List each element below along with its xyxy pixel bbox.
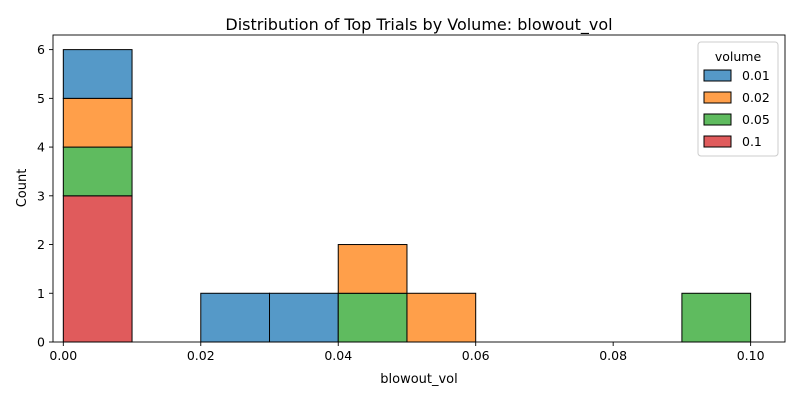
y-tick-label: 6: [37, 42, 45, 57]
y-tick-label: 3: [37, 188, 45, 203]
y-tick-label: 0: [37, 335, 45, 350]
bar-segment: [62, 146, 133, 197]
bar-segment: [200, 292, 271, 343]
bar-segment: [406, 292, 477, 343]
bar-segment: [337, 244, 408, 294]
bar-segment: [269, 292, 339, 343]
x-tick-label: 0.06: [462, 348, 490, 363]
legend: volume 0.01 0.02 0.05 0.1: [697, 41, 779, 157]
y-axis-label: Count: [15, 169, 30, 208]
legend-entry-label: 0.1: [742, 134, 762, 149]
x-tick-label: 0.02: [187, 348, 215, 363]
bar-segment: [337, 292, 408, 343]
chart-title: Distribution of Top Trials by Volume: bl…: [225, 15, 612, 35]
legend-entry-label: 0.05: [742, 112, 770, 127]
bar-segment: [681, 292, 752, 343]
y-tick-label: 1: [37, 286, 45, 301]
y-tick-label: 4: [37, 140, 45, 155]
bar-segment: [62, 49, 133, 99]
legend-swatch: [703, 135, 732, 148]
x-axis-ticks: 0.00 0.02 0.04 0.06 0.08 0.10: [49, 342, 765, 363]
y-tick-label: 5: [37, 91, 45, 106]
x-tick-label: 0.00: [49, 348, 77, 363]
x-tick-label: 0.10: [737, 348, 765, 363]
legend-swatch: [703, 113, 732, 126]
bar-segment: [62, 195, 133, 343]
x-tick-label: 0.08: [599, 348, 627, 363]
bars-group: [62, 49, 752, 343]
legend-entry-label: 0.02: [742, 90, 770, 105]
legend-swatch: [703, 91, 732, 104]
y-tick-label: 2: [37, 237, 45, 252]
legend-entry-label: 0.01: [742, 68, 770, 83]
bar-segment: [62, 97, 133, 148]
x-axis-label: blowout_vol: [380, 372, 458, 387]
plot-frame: [52, 34, 786, 343]
legend-swatch: [703, 69, 732, 82]
legend-title: volume: [715, 49, 762, 64]
y-axis-ticks: 0 1 2 3 4 5 6: [37, 42, 53, 350]
x-tick-label: 0.04: [324, 348, 352, 363]
